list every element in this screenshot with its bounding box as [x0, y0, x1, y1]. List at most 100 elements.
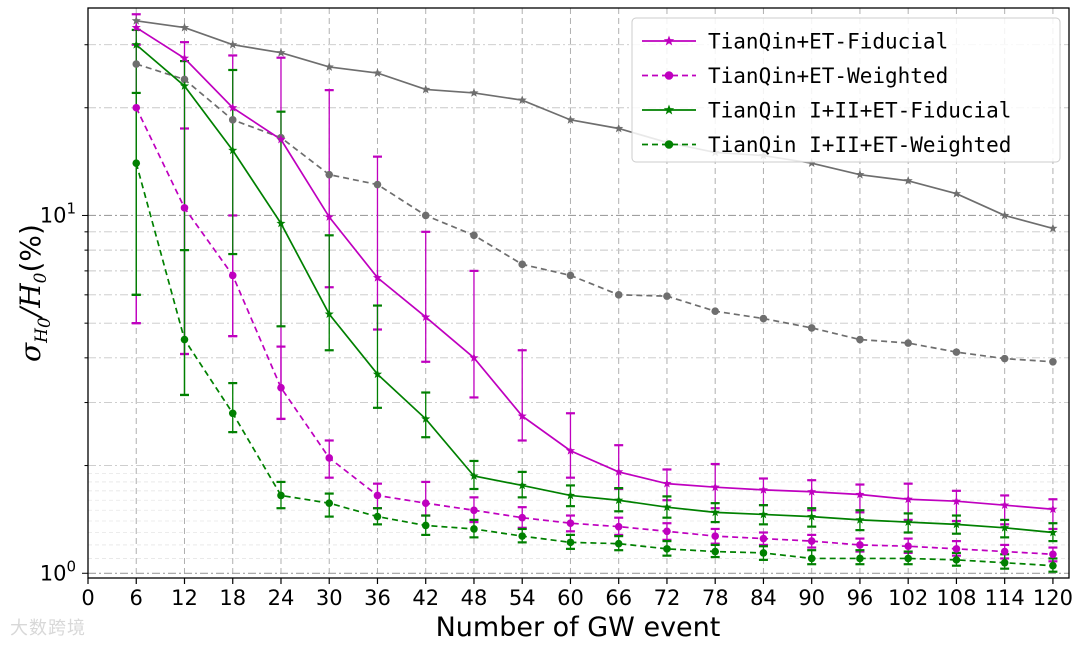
circle-marker [663, 292, 671, 300]
y-label-slash: / [14, 305, 47, 320]
circle-marker [421, 499, 430, 507]
legend-label: TianQin+ET-Fiducial [708, 30, 948, 54]
circle-marker [518, 532, 527, 540]
x-tick-label: 24 [268, 586, 295, 610]
circle-marker [904, 339, 912, 347]
star-marker [179, 81, 190, 90]
star-marker [131, 15, 141, 25]
circle-marker [228, 271, 237, 280]
circle-marker [132, 103, 141, 112]
star-marker [372, 272, 383, 282]
x-tick-label: 96 [847, 586, 874, 610]
star-marker [565, 115, 576, 124]
circle-marker [759, 549, 768, 557]
star-marker [421, 312, 431, 321]
circle-marker [421, 211, 430, 220]
star-marker [807, 486, 817, 496]
circle-marker [470, 231, 478, 240]
x-tick-label: 6 [130, 586, 143, 610]
series-line [135, 44, 1054, 534]
circle-marker [663, 527, 671, 536]
star-marker [1000, 522, 1010, 532]
circle-marker [856, 335, 864, 344]
series-line [135, 26, 1053, 511]
x-tick-label: 48 [461, 586, 488, 610]
star-marker [469, 88, 479, 97]
star-marker [614, 123, 624, 133]
y-tick-exp: 0 [66, 557, 76, 575]
star-marker [710, 507, 720, 517]
circle-marker [132, 60, 141, 68]
y-tick-label: 101 [40, 199, 76, 227]
circle-marker [807, 324, 816, 332]
circle-marker [277, 491, 285, 500]
star-marker [1000, 210, 1010, 220]
y-tick-label: 100 [40, 557, 76, 585]
circle-marker [856, 541, 864, 549]
circle-marker [566, 519, 575, 528]
legend-box [631, 17, 1061, 163]
series-line [135, 162, 1053, 567]
circle-marker [180, 335, 189, 344]
circle-marker [952, 348, 961, 356]
circle-marker [373, 180, 382, 189]
x-tick-label: 30 [316, 586, 343, 610]
circle-marker [664, 71, 674, 80]
circle-marker [180, 75, 189, 84]
star-marker [855, 169, 865, 179]
y-axis-label: σH0/H0(%) [14, 224, 55, 362]
y-label-unit: (%) [14, 224, 47, 272]
star-marker [614, 467, 624, 476]
y-label-subsub: 0 [35, 317, 55, 328]
x-axis-label: Number of GW event [436, 612, 721, 643]
circle-marker [664, 140, 674, 149]
star-marker [517, 411, 527, 420]
star-marker [951, 519, 961, 529]
star-marker [565, 445, 576, 455]
circle-marker [904, 554, 912, 563]
star-marker [565, 490, 576, 500]
x-tick-label: 72 [654, 586, 681, 610]
star-marker [469, 353, 479, 362]
star-marker [517, 480, 527, 490]
legend: TianQin+ET-Fiducial TianQin+ET-Weighted Ti… [631, 17, 1061, 163]
series-line [135, 107, 1053, 556]
x-tick-label: 102 [888, 586, 928, 610]
x-tick-label: 78 [702, 586, 729, 610]
circle-marker [566, 271, 575, 280]
circle-marker [228, 409, 237, 418]
circle-marker [1000, 558, 1009, 567]
circle-marker [325, 454, 334, 462]
circle-marker [518, 513, 527, 522]
x-tick-label: 108 [936, 586, 976, 610]
star-marker [517, 95, 527, 105]
circle-marker [325, 499, 334, 507]
circle-marker [470, 525, 478, 533]
circle-marker [904, 542, 912, 551]
star-marker [372, 369, 383, 379]
circle-marker [952, 545, 961, 553]
circle-marker [614, 539, 623, 548]
y-axis-ticks: 100 101 [40, 44, 88, 585]
circle-marker [807, 537, 816, 545]
star-marker [807, 511, 817, 521]
y-label-sigma: σ [14, 342, 47, 362]
circle-marker [1000, 354, 1009, 363]
circle-marker [614, 291, 623, 299]
y-label-h: H [14, 283, 47, 309]
star-marker [807, 158, 817, 168]
circle-marker [373, 512, 382, 521]
watermark: 大数跨境 [10, 618, 86, 639]
circle-marker [325, 170, 334, 179]
circle-marker [1049, 357, 1057, 366]
star-marker [903, 494, 913, 504]
star-marker [421, 84, 431, 94]
star-marker [372, 68, 383, 77]
circle-marker [759, 314, 768, 323]
circle-marker [180, 204, 189, 212]
star-marker [1000, 500, 1010, 510]
circle-marker [277, 383, 285, 392]
star-marker [131, 39, 141, 49]
series-line [135, 63, 1053, 363]
